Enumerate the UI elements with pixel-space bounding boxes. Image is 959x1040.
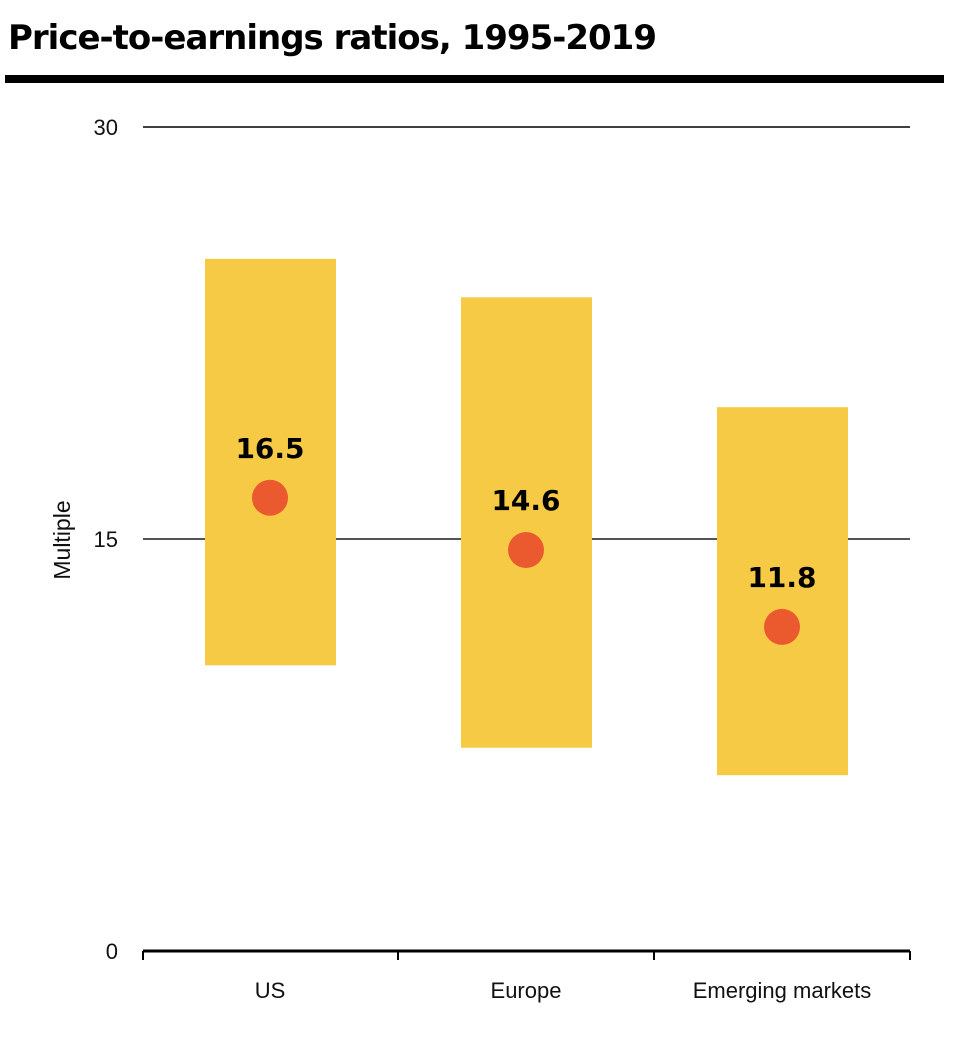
range-bar-2 — [717, 407, 848, 776]
category-label-1: Europe — [491, 978, 562, 1003]
y-tick-label: 30 — [94, 115, 118, 140]
average-dot-2 — [764, 608, 800, 645]
range-bar-0 — [205, 258, 336, 666]
data-label-0: 16.5 — [235, 432, 304, 465]
category-labels: US Europe Emerging markets — [255, 978, 872, 1003]
y-tick-label: 0 — [106, 939, 118, 964]
title-rule — [5, 75, 944, 83]
y-ticks: 0 15 30 — [94, 115, 118, 964]
y-tick-label: 15 — [94, 527, 118, 552]
range-bars — [205, 258, 848, 776]
data-labels: 16.5 14.6 11.8 — [235, 432, 816, 594]
chart-title: Price-to-earnings ratios, 1995-2019 — [8, 18, 657, 58]
x-axis — [142, 949, 911, 960]
average-dot-0 — [252, 479, 288, 516]
y-axis-label: Multiple — [49, 500, 75, 579]
average-dots — [252, 479, 800, 645]
category-label-2: Emerging markets — [693, 978, 872, 1003]
range-bar-1 — [461, 297, 592, 748]
average-dot-1 — [508, 531, 544, 568]
data-label-1: 14.6 — [491, 484, 560, 517]
category-label-0: US — [255, 978, 286, 1003]
data-label-2: 11.8 — [747, 561, 816, 594]
